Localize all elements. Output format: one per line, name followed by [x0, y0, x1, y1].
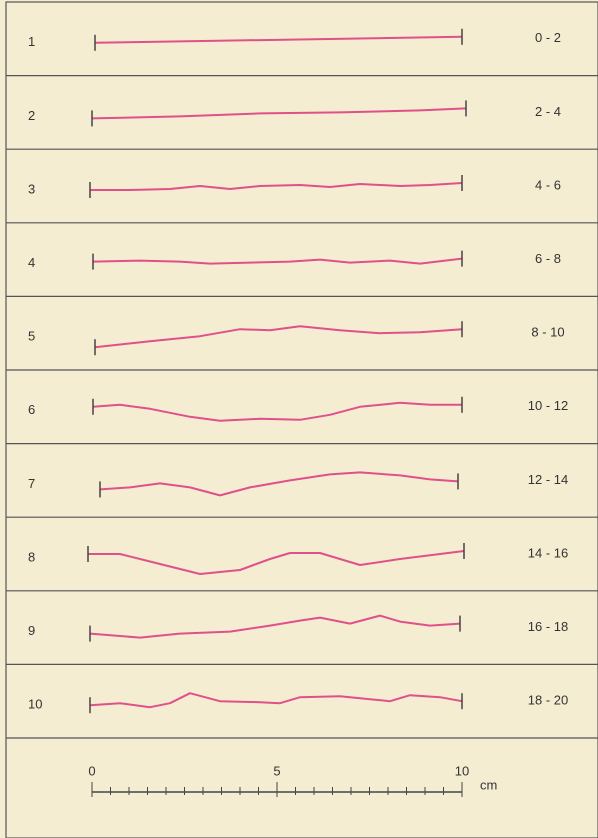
row-range: 4 - 6 [535, 177, 561, 192]
profile-row: 2 2 - 4 [6, 100, 598, 150]
scale-label: 10 [455, 763, 469, 778]
profile-row: 4 6 - 8 [6, 250, 598, 297]
profile-row: 6 10 - 12 [6, 396, 598, 445]
frame [5, 1, 598, 838]
profile-line [91, 107, 467, 120]
row-range: 12 - 14 [528, 472, 568, 487]
profile-line [89, 692, 463, 709]
profile-line [88, 550, 465, 575]
row-number: 1 [28, 34, 35, 49]
row-number: 4 [28, 255, 35, 270]
profile-line [89, 614, 461, 639]
profile-row: 9 16 - 18 [6, 614, 598, 666]
row-range: 18 - 20 [528, 693, 568, 708]
row-range: 14 - 16 [528, 545, 568, 560]
profile-row: 1 0 - 2 [6, 28, 598, 77]
row-range: 0 - 2 [535, 30, 561, 45]
row-number: 7 [28, 476, 35, 491]
row-number: 6 [28, 402, 35, 417]
scale-unit: cm [480, 777, 497, 792]
profile-row: 5 8 - 10 [6, 321, 598, 371]
row-range: 8 - 10 [531, 325, 564, 340]
row-range: 10 - 12 [528, 398, 568, 413]
profile-row: 10 18 - 20 [6, 692, 598, 739]
row-number: 8 [28, 549, 35, 564]
scale-label: 5 [273, 763, 280, 778]
profile-line [92, 401, 462, 422]
row-number: 5 [28, 329, 35, 344]
profile-line [92, 257, 463, 265]
profile-line [94, 325, 463, 349]
profile-line [90, 182, 463, 191]
row-number: 2 [28, 108, 35, 123]
row-range: 16 - 18 [528, 619, 568, 634]
row-range: 6 - 8 [535, 251, 561, 266]
scale-label: 0 [88, 763, 95, 778]
profile-line [94, 35, 463, 44]
row-number: 10 [28, 697, 42, 712]
row-range: 2 - 4 [535, 104, 561, 119]
row-number: 3 [28, 181, 35, 196]
profile-row: 3 4 - 6 [6, 175, 598, 224]
profile-line [99, 471, 459, 497]
row-number: 9 [28, 623, 35, 638]
profile-row: 7 12 - 14 [6, 471, 598, 518]
profile-row: 8 14 - 16 [6, 543, 598, 592]
scale-bar: 0 5 10 cm [88, 763, 497, 797]
